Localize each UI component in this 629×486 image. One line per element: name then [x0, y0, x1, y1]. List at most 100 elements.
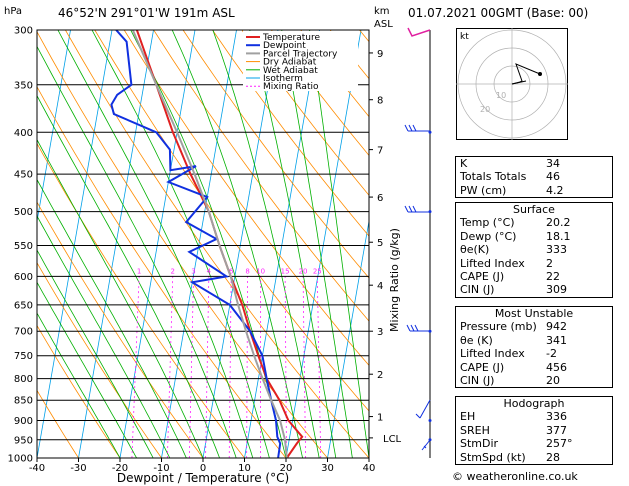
pressure-tick-label: 650 [14, 300, 33, 311]
index-value: 4.2 [546, 183, 564, 197]
temperature-tick-label: -10 [153, 463, 169, 474]
dry-adiabat [37, 324, 121, 458]
index-label: PW (cm) [460, 183, 507, 197]
wind-level-marker [428, 329, 432, 333]
storm-motion-marker [538, 72, 542, 76]
dry-adiabat [37, 30, 328, 458]
hodograph-table-panel: Hodograph EH 336 SREH 377 StmDir 257° StmSpd (… [455, 396, 613, 466]
most-unstable-panel: Most Unstable Pressure (mb) 942 θe (K) 341 L… [455, 306, 613, 389]
mixing-ratio-label: 15 [281, 267, 290, 275]
hodograph: kt 10 20 [456, 28, 568, 140]
mixing-ratio-label: 20 [299, 267, 308, 275]
wind-barb [415, 399, 431, 419]
legend-background [243, 31, 358, 91]
wet-adiabat [309, 30, 369, 458]
surface-value: 309 [546, 283, 567, 297]
most-unstable-value: -2 [546, 347, 557, 361]
surface-row: θe(K) 333 [456, 243, 612, 256]
km-tick-label: 8 [377, 96, 383, 107]
legend-entry: Parcel Trajectory [263, 49, 338, 59]
mixing-ratio-line [284, 276, 287, 458]
km-tick-label: 3 [377, 327, 383, 338]
hodograph-unit: kt [460, 32, 469, 42]
hodograph-ring-label: 20 [480, 105, 490, 114]
surface-label: CIN (J) [460, 283, 495, 297]
dry-adiabat [182, 30, 369, 279]
temperature-tick-label: 30 [321, 463, 334, 474]
hodograph-param-label: StmDir [460, 437, 499, 451]
surface-label: CAPE (J) [460, 270, 505, 284]
dry-adiabat [270, 30, 369, 157]
legend-entry: Dewpoint [263, 41, 306, 51]
date-title: 01.07.2021 00GMT (Base: 00) [408, 6, 589, 20]
pressure-tick-label: 350 [14, 80, 33, 91]
most-unstable-row: Lifted Index -2 [456, 347, 612, 360]
legend-entry: Temperature [262, 33, 320, 43]
index-row: Totals Totals 46 [456, 170, 612, 183]
mixing-ratio-label: 2 [171, 267, 175, 275]
hodograph-param-row: SREH 377 [456, 424, 612, 437]
index-row: PW (cm) 4.2 [456, 184, 612, 197]
pressure-tick-label: 900 [14, 416, 33, 427]
dry-adiabat [241, 30, 369, 196]
isotherm [161, 30, 237, 458]
km-tick-label: LCL [383, 434, 402, 445]
pressure-tick-label: 750 [14, 351, 33, 362]
hodograph-param-label: StmSpd (kt) [460, 450, 526, 464]
isotherm [285, 30, 362, 458]
isotherm [327, 218, 369, 458]
wind-level-marker [428, 438, 432, 442]
mixing-ratio-label: 3 [191, 267, 195, 275]
surface-title: Surface [513, 203, 555, 216]
legend-entry: Isotherm [263, 74, 303, 84]
mixing-ratio-line [131, 276, 140, 458]
temperature-tick-label: -20 [112, 463, 128, 474]
pressure-tick-label: 300 [14, 26, 33, 37]
most-unstable-value: 341 [546, 333, 567, 347]
legend-entry: Mixing Ratio [263, 82, 319, 92]
hodograph-param-row: EH 336 [456, 410, 612, 423]
surface-label: Temp (°C) [460, 216, 515, 230]
mixing-ratio-label: 8 [245, 267, 249, 275]
surface-row: CAPE (J) 22 [456, 270, 612, 283]
isotherm [37, 30, 71, 224]
wet-adiabat [281, 30, 353, 458]
mixing-ratio-line [166, 276, 174, 458]
most-unstable-row: CIN (J) 20 [456, 374, 612, 387]
km-tick-label: 5 [377, 238, 383, 249]
surface-row: Lifted Index 2 [456, 257, 612, 270]
most-unstable-value: 942 [546, 320, 567, 334]
mixing-ratio-label: 10 [256, 267, 265, 275]
wet-adiabat [37, 94, 220, 458]
parcel-trajectory-line [131, 30, 288, 458]
wind-barb [421, 439, 431, 451]
pressure-tick-label: 450 [14, 170, 33, 181]
wet-adiabat [249, 30, 337, 458]
most-unstable-row: θe (K) 341 [456, 334, 612, 347]
surface-value: 22 [546, 270, 560, 284]
wind-barbs [404, 27, 432, 458]
isotherm [244, 30, 320, 458]
pressure-tick-label: 500 [14, 207, 33, 218]
mixing-ratio-label: 1 [137, 267, 141, 275]
hodograph-param-value: 257° [546, 437, 573, 451]
mixing-ratio-label: 4 [207, 267, 212, 275]
mixing-ratio-line [188, 276, 194, 458]
dry-adiabat [37, 389, 79, 458]
temperature-line [135, 30, 304, 458]
most-unstable-label: CAPE (J) [460, 360, 505, 374]
most-unstable-title: Most Unstable [494, 307, 574, 320]
pressure-tick-label: 850 [14, 396, 33, 407]
km-label: km [374, 6, 390, 17]
wind-barb [404, 124, 430, 132]
pressure-tick-label: 700 [14, 327, 33, 338]
hodograph-param-label: SREH [460, 423, 490, 437]
surface-row: CIN (J) 309 [456, 283, 612, 296]
indices-panel: K 34 Totals Totals 46 PW (cm) 4.2 [455, 156, 613, 199]
most-unstable-value: 456 [546, 360, 567, 374]
index-label: Totals Totals [460, 170, 527, 184]
isotherm [78, 30, 154, 458]
hodograph-param-value: 28 [546, 450, 560, 464]
wind-barb [407, 27, 431, 37]
